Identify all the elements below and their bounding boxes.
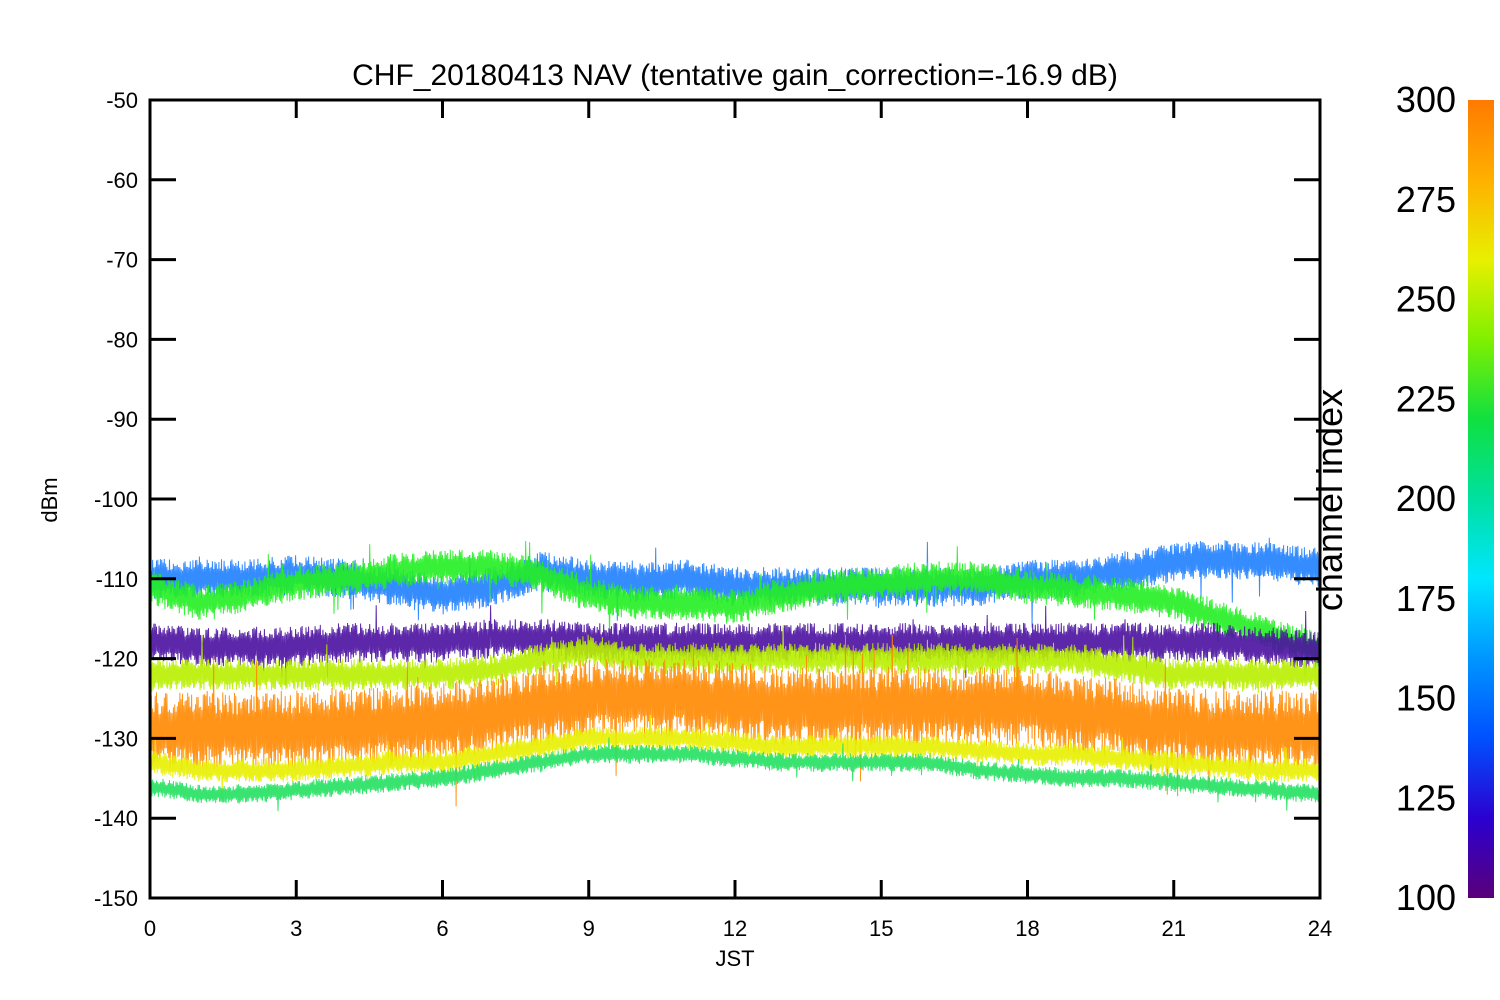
colorbar-tick-label: 150 xyxy=(1396,678,1456,719)
y-tick-label: -50 xyxy=(106,88,138,113)
colorbar-title: channel index xyxy=(1309,389,1350,611)
series-230 xyxy=(150,540,1320,678)
series-line xyxy=(150,634,1320,807)
colorbar-ticks: 300 275 250 225 200 175 150 125 100 xyxy=(1396,79,1456,918)
series-215 xyxy=(150,737,1320,812)
y-tick-label: -110 xyxy=(96,567,138,592)
series-260 xyxy=(150,624,1320,694)
series-line xyxy=(150,624,1320,694)
x-axis: 0 3 6 9 12 15 18 21 24 xyxy=(144,100,1332,941)
y-tick-label: -150 xyxy=(94,886,138,911)
x-tick-label: 3 xyxy=(290,916,302,941)
y-tick-label: -100 xyxy=(94,487,138,512)
series-line xyxy=(150,737,1320,812)
y-tick-label: -80 xyxy=(106,327,138,352)
y-axis-title: dBm xyxy=(37,477,62,522)
y-tick-label: -70 xyxy=(106,248,138,273)
x-tick-label: 6 xyxy=(436,916,448,941)
x-tick-label: 9 xyxy=(583,916,595,941)
x-tick-label: 24 xyxy=(1308,916,1332,941)
y-tick-label: -140 xyxy=(94,806,138,831)
colorbar-tick-label: 300 xyxy=(1396,79,1456,120)
series-line xyxy=(150,714,1320,799)
x-tick-label: 12 xyxy=(723,916,747,941)
colorbar-tick-label: 275 xyxy=(1396,179,1456,220)
x-tick-label: 0 xyxy=(144,916,156,941)
colorbar-tick-label: 100 xyxy=(1396,877,1456,918)
x-tick-label: 18 xyxy=(1015,916,1039,941)
y-axis: -50 -60 -70 -80 -90 -100 -110 -120 -130 -140 -150 xyxy=(94,88,1320,911)
colorbar-tick-label: 225 xyxy=(1396,378,1456,419)
x-tick-label: 21 xyxy=(1162,916,1186,941)
y-tick-label: -130 xyxy=(94,726,138,751)
colorbar-tick-label: 125 xyxy=(1396,777,1456,818)
series-line xyxy=(150,540,1320,678)
series-line xyxy=(150,605,1320,686)
x-tick-label: 15 xyxy=(869,916,893,941)
series-layer xyxy=(150,537,1320,812)
y-tick-label: -60 xyxy=(106,168,138,193)
series-295 xyxy=(150,634,1320,807)
y-tick-label: -120 xyxy=(94,647,138,672)
series-110 xyxy=(150,605,1320,686)
colorbar-tick-label: 250 xyxy=(1396,279,1456,320)
colorbar xyxy=(1468,100,1494,898)
colorbar-tick-label: 200 xyxy=(1396,478,1456,519)
x-axis-title: JST xyxy=(715,946,754,971)
chart-title: CHF_20180413 NAV (tentative gain_correct… xyxy=(352,59,1118,92)
y-tick-label: -90 xyxy=(106,407,138,432)
colorbar-tick-label: 175 xyxy=(1396,578,1456,619)
series-270 xyxy=(150,714,1320,799)
